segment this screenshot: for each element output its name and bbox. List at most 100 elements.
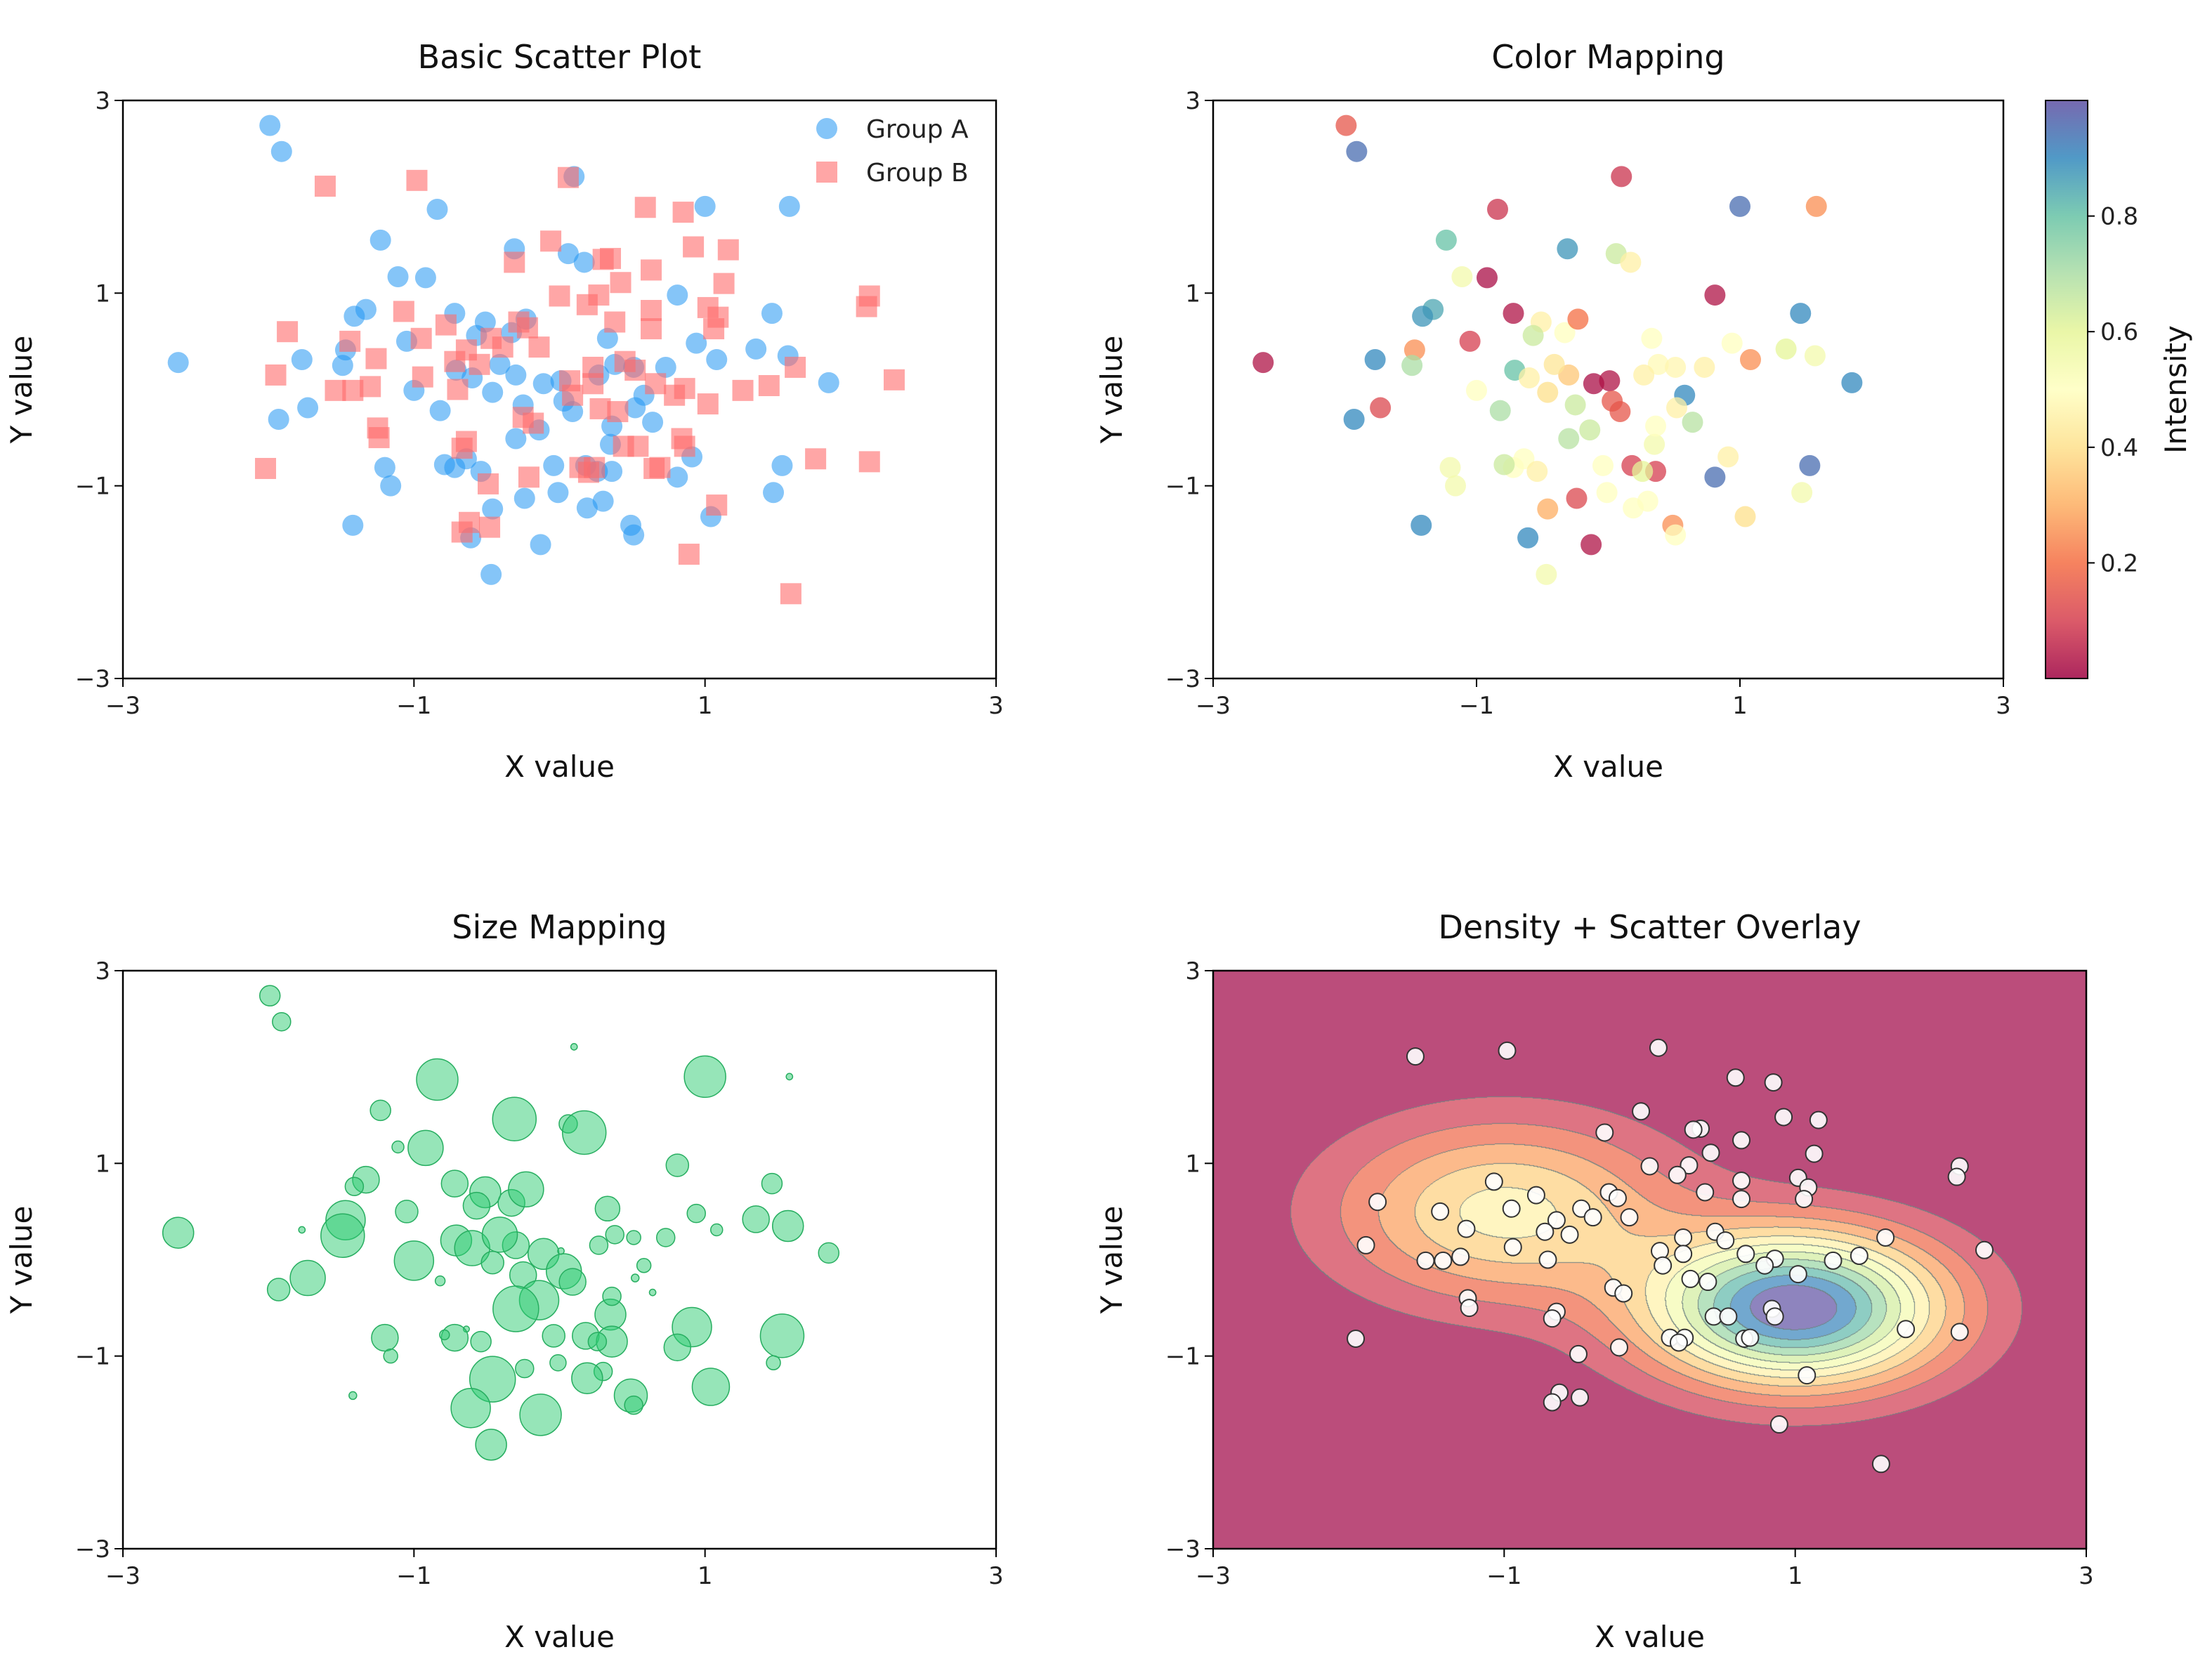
point-color-mapped [1611, 166, 1632, 188]
point-group-a [624, 397, 646, 419]
point-group-b [641, 318, 662, 340]
point-overlay [1609, 1338, 1628, 1357]
point-overlay [1498, 1041, 1517, 1060]
point-group-a [592, 490, 614, 512]
point-color-mapped [1804, 345, 1826, 367]
y-tick-label: −1 [1165, 1343, 1200, 1371]
x-tick-label: −1 [396, 1562, 431, 1590]
y-tick-label: −1 [75, 1343, 110, 1371]
point-group-b [592, 249, 614, 270]
point-color-mapped [1609, 401, 1631, 423]
point-color-mapped [1487, 198, 1508, 220]
point-size-mapped [665, 1153, 690, 1177]
point-group-a [167, 352, 189, 374]
point-overlay [1701, 1143, 1720, 1162]
point-overlay [1649, 1038, 1668, 1057]
point-group-b [479, 516, 501, 538]
point-color-mapped [1335, 114, 1357, 136]
plot-area [167, 114, 905, 605]
point-size-mapped [561, 1110, 607, 1155]
colorbar-tick-label: 0.6 [2100, 318, 2138, 346]
point-size-mapped [624, 1395, 643, 1415]
y-tick-label: 1 [1185, 280, 1200, 308]
point-size-mapped [395, 1200, 419, 1224]
point-group-b [477, 473, 499, 494]
x-axis-label: X value [504, 1620, 615, 1654]
plot-area [162, 985, 840, 1461]
point-overlay [1699, 1273, 1717, 1292]
point-color-mapped [1519, 367, 1540, 389]
point-group-a [694, 195, 716, 217]
point-group-b [518, 466, 539, 488]
point-color-mapped [1579, 419, 1601, 441]
point-group-b [435, 314, 457, 336]
point-group-a [268, 409, 289, 431]
point-group-b [576, 294, 598, 315]
point-size-mapped [407, 1129, 444, 1167]
plot-area [1213, 971, 2086, 1549]
point-group-b [516, 317, 538, 339]
y-tick-label: −1 [1165, 473, 1200, 501]
y-tick-label: 1 [95, 280, 110, 308]
point-group-b [255, 457, 277, 479]
point-overlay [1947, 1167, 1966, 1186]
point-group-b [732, 379, 754, 401]
point-group-a [270, 140, 292, 162]
point-color-mapped [1581, 534, 1602, 556]
x-tick-label: −3 [105, 1562, 140, 1590]
point-group-a [667, 466, 688, 488]
point-size-mapped [542, 1324, 565, 1348]
point-group-a [513, 487, 535, 509]
point-size-mapped [391, 1140, 405, 1154]
point-group-a [380, 475, 402, 497]
point-size-mapped [558, 1268, 587, 1296]
y-tick-label: 3 [1185, 87, 1200, 115]
y-tick-label: −3 [1165, 665, 1200, 693]
point-overlay [1719, 1307, 1738, 1326]
point-overlay [1950, 1323, 1969, 1342]
point-size-mapped [272, 1011, 292, 1032]
x-axis-label: X value [1553, 749, 1663, 784]
point-group-a [429, 400, 451, 421]
point-group-a [596, 327, 618, 349]
legend-label-group-a: Group A [866, 115, 969, 144]
point-group-a [505, 428, 527, 450]
point-overlay [1755, 1256, 1774, 1275]
point-group-b [713, 273, 735, 294]
point-group-a [343, 306, 365, 327]
colorbar: 0.2 0.4 0.6 0.8 Intensity [2045, 100, 2193, 679]
point-size-mapped [761, 1172, 783, 1195]
x-tick-label: −3 [105, 692, 140, 720]
point-group-b [540, 230, 562, 252]
point-size-mapped [371, 1323, 399, 1352]
point-size-mapped [470, 1330, 492, 1353]
y-tick-label: −3 [75, 665, 110, 693]
point-overlay [1669, 1333, 1688, 1352]
point-group-b [589, 398, 611, 419]
point-group-b [582, 373, 604, 395]
point-group-b [492, 336, 513, 358]
point-color-mapped [1644, 433, 1665, 455]
point-overlay [1668, 1165, 1687, 1184]
point-color-mapped [1435, 229, 1457, 251]
point-size-mapped [742, 1205, 770, 1233]
point-color-mapped [1645, 415, 1666, 437]
point-group-b [406, 169, 428, 191]
point-color-mapped [1536, 563, 1557, 585]
point-group-a [414, 267, 436, 289]
point-color-mapped [1451, 266, 1473, 288]
point-group-a [818, 372, 839, 393]
point-overlay [1876, 1228, 1895, 1247]
point-group-a [601, 461, 623, 483]
point-color-mapped [1554, 322, 1576, 343]
point-group-b [549, 285, 570, 307]
point-color-mapped [1665, 524, 1687, 546]
point-group-b [856, 296, 877, 317]
point-overlay [1356, 1235, 1375, 1254]
point-overlay [1347, 1329, 1366, 1348]
point-color-mapped [1364, 348, 1386, 370]
point-color-mapped [1489, 400, 1511, 421]
subplot-title: Basic Scatter Plot [418, 38, 702, 76]
point-color-mapped [1599, 370, 1621, 392]
